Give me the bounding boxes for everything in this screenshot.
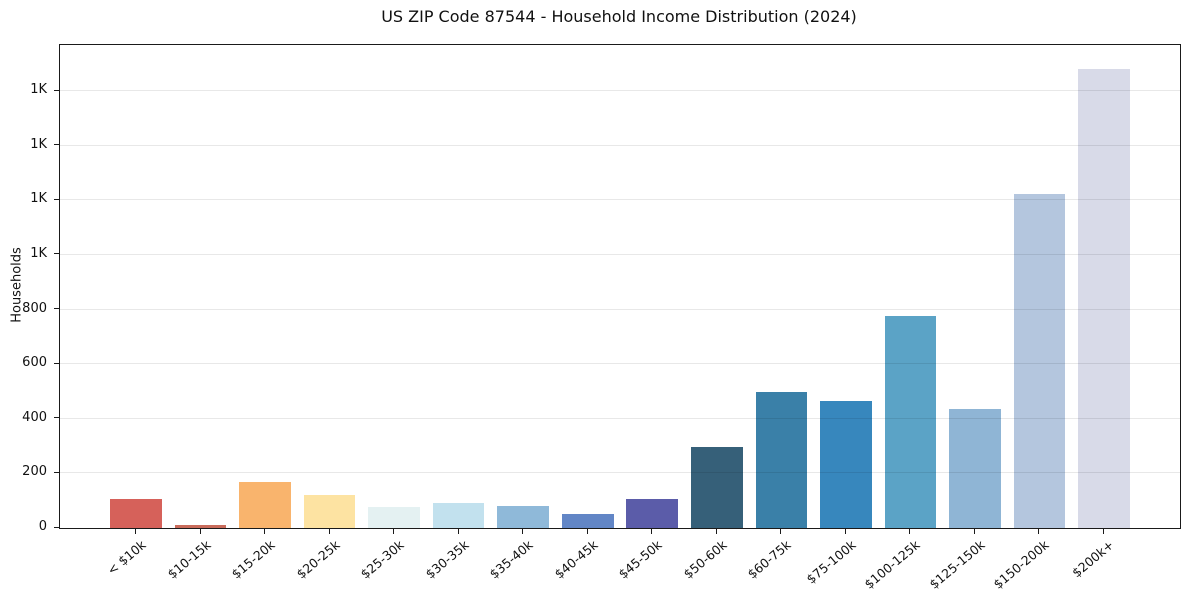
x-tick-label: $100-125k [861, 537, 924, 590]
x-tick-mark [586, 529, 588, 534]
bar-< $10k [110, 499, 162, 528]
bar-$20-25k [303, 495, 356, 528]
bar-$40-45k [561, 514, 614, 528]
y-tick-label: 200 [22, 464, 47, 480]
x-tick-label: $60-75k [744, 537, 794, 582]
bar-$30-35k [432, 503, 485, 528]
y-tick-label: 600 [22, 355, 47, 371]
y-tick-label: 400 [22, 409, 47, 425]
x-tick-mark [135, 529, 136, 534]
bar-$25-30k [368, 506, 420, 528]
x-tick-label: $150-200k [990, 537, 1053, 590]
x-tick-mark [909, 529, 911, 534]
x-tick-label: $125-150k [926, 537, 988, 590]
y-tick-label: 1K [30, 191, 47, 207]
y-tick-label: 1K [30, 82, 47, 98]
y-tick-label: 0 [38, 519, 47, 534]
x-tick-label: $15-20k [228, 537, 278, 582]
x-tick-mark [973, 529, 975, 534]
y-tick-mark [54, 308, 59, 310]
y-tick-label: 1K [30, 245, 47, 261]
y-tick-mark [54, 144, 59, 146]
x-tick-label: $30-35k [422, 537, 472, 582]
y-tick-mark [54, 198, 59, 200]
y-tick-label: 800 [22, 300, 47, 316]
gridline-400 [60, 417, 1180, 419]
chart-title: US ZIP Code 87544 - Household Income Dis… [381, 7, 857, 26]
x-tick-label: $75-100k [803, 537, 859, 587]
x-tick-mark [651, 529, 653, 534]
bar-$35-40k [497, 506, 549, 528]
x-tick-label: $10-15k [164, 537, 214, 582]
y-tick-mark [54, 253, 59, 255]
gridline-1000 [60, 253, 1180, 255]
gridline-1600 [60, 90, 1180, 92]
bar-$10-15k [174, 524, 227, 528]
x-tick-mark [393, 529, 395, 534]
x-tick-label: $35-40k [486, 537, 536, 582]
gridline-800 [60, 308, 1180, 310]
x-tick-label: $40-45k [551, 537, 601, 582]
bar-$75-100k [820, 401, 872, 528]
bar-$100-125k [884, 315, 937, 528]
y-tick-mark [54, 471, 59, 473]
x-tick-mark [1038, 529, 1040, 534]
gridline-1400 [60, 144, 1180, 146]
x-tick-mark [199, 529, 201, 534]
x-tick-label: $20-25k [293, 537, 343, 582]
y-tick-mark [54, 362, 59, 364]
x-tick-mark [1102, 529, 1104, 534]
x-tick-mark [328, 529, 330, 534]
x-tick-mark [264, 529, 266, 534]
bar-$60-75k [755, 392, 808, 528]
x-tick-mark [844, 529, 846, 534]
plot-area [59, 44, 1181, 529]
x-tick-label: $50-60k [680, 537, 730, 582]
y-tick-label: 1K [30, 136, 47, 152]
gridline-600 [60, 363, 1180, 365]
bar-$125-150k [949, 408, 1001, 528]
x-tick-label: $45-50k [615, 537, 665, 582]
bar-$200k+ [1078, 69, 1130, 528]
x-tick-mark [780, 529, 782, 534]
bar-$150-200k [1013, 193, 1066, 528]
gridline-1200 [60, 199, 1180, 201]
bar-$50-60k [690, 447, 743, 528]
y-tick-mark [54, 89, 59, 91]
x-tick-mark [457, 529, 459, 534]
bar-$15-20k [239, 482, 291, 528]
bar-$45-50k [626, 499, 679, 528]
x-tick-mark [522, 529, 524, 534]
gridline-200 [60, 472, 1180, 474]
y-tick-mark [54, 526, 59, 528]
x-tick-label: $200k+ [1068, 537, 1117, 581]
x-tick-label: < $10k [104, 537, 149, 578]
x-tick-label: $25-30k [357, 537, 407, 582]
y-tick-mark [54, 417, 59, 419]
x-tick-mark [715, 529, 717, 534]
